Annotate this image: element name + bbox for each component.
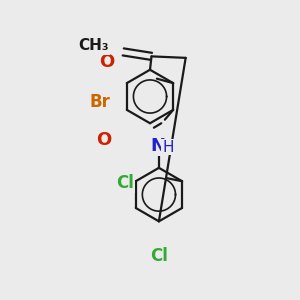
Text: Cl: Cl [150, 247, 168, 265]
Text: O: O [99, 53, 115, 71]
Text: N: N [150, 136, 165, 154]
Text: O: O [96, 130, 112, 148]
Text: Br: Br [89, 93, 110, 111]
Text: CH₃: CH₃ [78, 38, 109, 53]
Text: H: H [162, 140, 174, 154]
Text: Cl: Cl [116, 174, 134, 192]
